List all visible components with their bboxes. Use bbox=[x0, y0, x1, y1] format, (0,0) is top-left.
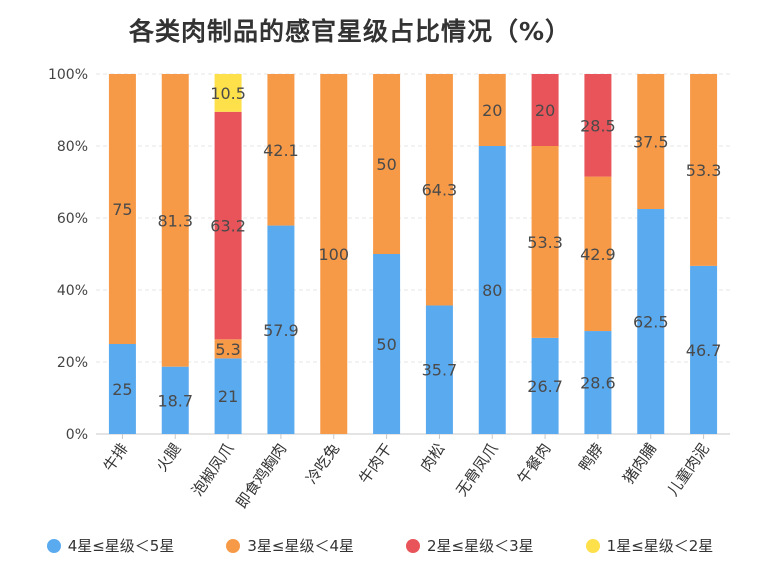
x-tick-label: 即食鸡胸肉 bbox=[232, 440, 290, 512]
data-label: 80 bbox=[482, 281, 502, 300]
data-label: 25 bbox=[112, 380, 132, 399]
bar-segment bbox=[478, 146, 506, 434]
data-label: 75 bbox=[112, 200, 132, 219]
bar-segment bbox=[108, 74, 136, 344]
data-label: 28.6 bbox=[580, 374, 616, 393]
legend-label-1-star: 1星≤星级＜2星 bbox=[606, 537, 714, 555]
bar-segment bbox=[267, 225, 295, 434]
x-tick-label: 午餐肉 bbox=[514, 440, 555, 487]
bar-segment bbox=[637, 209, 665, 434]
data-label: 37.5 bbox=[633, 133, 669, 152]
legend-label-4-star: 4星≤星级＜5星 bbox=[67, 537, 175, 555]
y-tick-label: 0% bbox=[66, 427, 88, 443]
legend-item-4-star[interactable]: 4星≤星级＜5星 bbox=[46, 535, 175, 556]
bar-segment bbox=[214, 339, 242, 359]
bar-segment bbox=[214, 74, 242, 112]
data-label: 10.5 bbox=[210, 84, 246, 103]
bar-segment bbox=[478, 74, 506, 146]
bar-segment bbox=[108, 344, 136, 434]
legend-marker-3-star bbox=[226, 538, 241, 553]
chart-title: 各类肉制品的感官星级占比情况（%） bbox=[128, 17, 572, 46]
legend-item-3-star[interactable]: 3星≤星级＜4星 bbox=[226, 535, 354, 556]
data-label: 35.7 bbox=[422, 361, 458, 380]
x-tick-label: 猪肉脯 bbox=[619, 440, 660, 487]
data-label: 53.3 bbox=[527, 233, 563, 252]
x-tick-label: 肉松 bbox=[417, 440, 449, 475]
legend-label-2-star: 2星≤星级＜3星 bbox=[427, 537, 534, 555]
x-tick-label: 儿童肉泥 bbox=[664, 440, 713, 499]
y-tick-label: 60% bbox=[57, 211, 88, 227]
bar-segment bbox=[161, 366, 189, 434]
data-label: 26.7 bbox=[527, 377, 563, 396]
legend-marker-2-star bbox=[406, 538, 420, 553]
data-label: 53.3 bbox=[686, 161, 722, 180]
data-label: 5.3 bbox=[215, 340, 240, 359]
x-tick-label: 冷吃兔 bbox=[302, 440, 343, 487]
data-label: 18.7 bbox=[157, 391, 193, 410]
bar-segment bbox=[267, 74, 295, 226]
data-label: 57.9 bbox=[263, 321, 299, 340]
x-tick-label: 无骨凤爪 bbox=[452, 440, 501, 499]
bar-segment bbox=[690, 74, 718, 266]
x-tick-label: 牛排 bbox=[100, 440, 132, 475]
bar-segment bbox=[373, 254, 401, 434]
bar-segment bbox=[584, 176, 612, 332]
legend-marker-1-star bbox=[585, 538, 600, 553]
data-label: 50 bbox=[376, 335, 396, 354]
data-label: 63.2 bbox=[210, 217, 246, 236]
x-tick-label: 火腿 bbox=[153, 440, 185, 475]
bar-segment bbox=[584, 74, 612, 177]
bar-segment bbox=[373, 74, 401, 254]
bar-segment bbox=[214, 111, 242, 340]
bar-segment bbox=[320, 74, 348, 434]
legend: 4星≤星级＜5星 3星≤星级＜4星 2星≤星级＜3星 1星≤星级＜2星 bbox=[0, 535, 760, 556]
data-label: 42.1 bbox=[263, 141, 299, 160]
bar-segment bbox=[531, 337, 559, 434]
bar-segment bbox=[161, 74, 189, 367]
y-tick-label: 100% bbox=[48, 67, 88, 83]
data-label: 20 bbox=[482, 101, 502, 120]
legend-item-2-star[interactable]: 2星≤星级＜3星 bbox=[406, 535, 534, 556]
data-label: 28.5 bbox=[580, 116, 616, 135]
data-label: 50 bbox=[376, 155, 396, 174]
bar-segment bbox=[637, 74, 665, 209]
data-label: 42.9 bbox=[580, 245, 616, 264]
bar-segment bbox=[531, 146, 559, 338]
x-tick-label: 鸭脖 bbox=[575, 440, 607, 475]
bar-segment bbox=[425, 74, 453, 306]
y-tick-label: 20% bbox=[57, 355, 88, 371]
legend-marker-4-star bbox=[46, 538, 61, 553]
y-tick-label: 40% bbox=[57, 283, 88, 299]
data-label: 62.5 bbox=[633, 313, 669, 332]
bar-segment bbox=[690, 265, 718, 434]
y-tick-label: 80% bbox=[57, 139, 88, 155]
bar-segment bbox=[531, 74, 559, 146]
bar-segment bbox=[425, 305, 453, 434]
data-label: 46.7 bbox=[686, 341, 722, 360]
legend-item-1-star[interactable]: 1星≤星级＜2星 bbox=[585, 535, 714, 556]
data-label: 20 bbox=[535, 101, 555, 120]
x-tick-label: 牛肉干 bbox=[355, 440, 396, 487]
stacked-bar-chart: 0% 20% 40% 60% 80% 100% 25 75 牛排 18.7 81.3 火腿 21 5.3 6… bbox=[48, 67, 730, 512]
data-label: 64.3 bbox=[422, 181, 458, 200]
data-label: 81.3 bbox=[157, 211, 193, 230]
data-label: 100 bbox=[318, 245, 349, 264]
legend-label-3-star: 3星≤星级＜4星 bbox=[247, 537, 354, 555]
bar-segment bbox=[214, 358, 242, 434]
x-tick-label: 泡椒凤爪 bbox=[188, 440, 237, 499]
bar-segment bbox=[584, 331, 612, 434]
data-label: 21 bbox=[218, 387, 238, 406]
